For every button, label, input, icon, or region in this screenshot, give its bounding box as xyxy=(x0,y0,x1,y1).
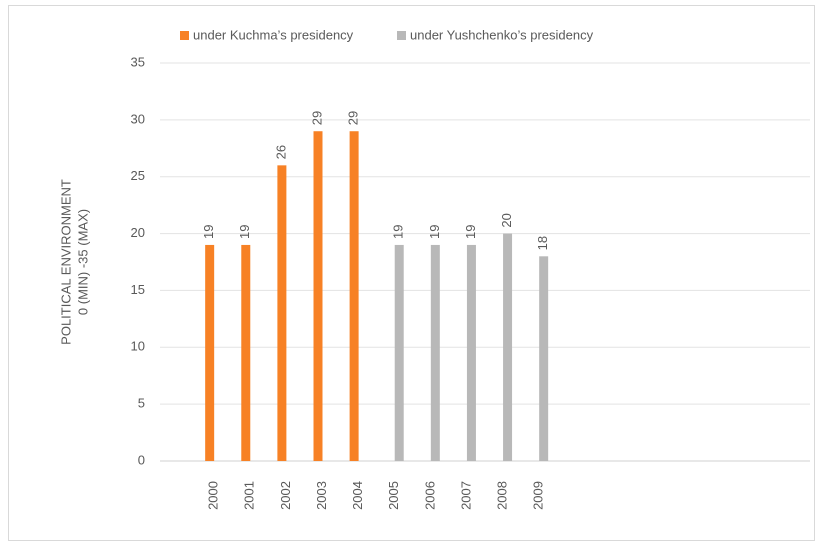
value-label: 19 xyxy=(391,224,406,238)
y-tick-label: 30 xyxy=(131,111,145,126)
y-tick-label: 25 xyxy=(131,168,145,183)
legend-swatch xyxy=(180,31,189,40)
value-label: 19 xyxy=(463,224,478,238)
bar xyxy=(349,131,359,461)
x-tick-label: 2008 xyxy=(494,481,509,510)
y-axis-label: POLITICAL ENVIRONMENT xyxy=(58,179,73,345)
y-tick-label: 35 xyxy=(131,54,145,69)
value-label: 19 xyxy=(237,224,252,238)
x-tick-label: 2005 xyxy=(386,481,401,510)
bar xyxy=(277,165,287,462)
value-label: 26 xyxy=(273,145,288,159)
value-label: 18 xyxy=(535,236,550,250)
x-tick-label: 2004 xyxy=(350,481,365,510)
value-label: 29 xyxy=(309,111,324,125)
bar xyxy=(539,256,549,461)
chart-border xyxy=(8,5,815,541)
x-tick-label: 2006 xyxy=(422,481,437,510)
x-tick-label: 2009 xyxy=(531,481,546,510)
bar xyxy=(466,244,476,461)
legend-label: under Yushchenko’s presidency xyxy=(410,27,594,42)
y-tick-label: 0 xyxy=(138,452,145,467)
y-tick-label: 20 xyxy=(131,225,145,240)
x-tick-label: 2007 xyxy=(458,481,473,510)
value-label: 19 xyxy=(201,224,216,238)
legend-swatch xyxy=(397,31,406,40)
x-tick-label: 2002 xyxy=(278,481,293,510)
bar xyxy=(430,244,440,461)
y-axis-label: 0 (MIN) -35 (MAX) xyxy=(75,209,90,315)
x-tick-label: 2000 xyxy=(206,481,221,510)
legend-label: under Kuchma’s presidency xyxy=(193,27,354,42)
x-tick-label: 2003 xyxy=(314,481,329,510)
bar xyxy=(241,244,251,461)
value-label: 29 xyxy=(346,111,361,125)
value-label: 19 xyxy=(427,224,442,238)
bar xyxy=(503,233,513,461)
y-tick-label: 15 xyxy=(131,282,145,297)
y-tick-label: 10 xyxy=(131,339,145,354)
x-tick-label: 2001 xyxy=(242,481,257,510)
y-tick-label: 5 xyxy=(138,396,145,411)
value-label: 20 xyxy=(499,213,514,227)
bar xyxy=(394,244,404,461)
bar xyxy=(205,244,215,461)
bar xyxy=(313,131,323,461)
